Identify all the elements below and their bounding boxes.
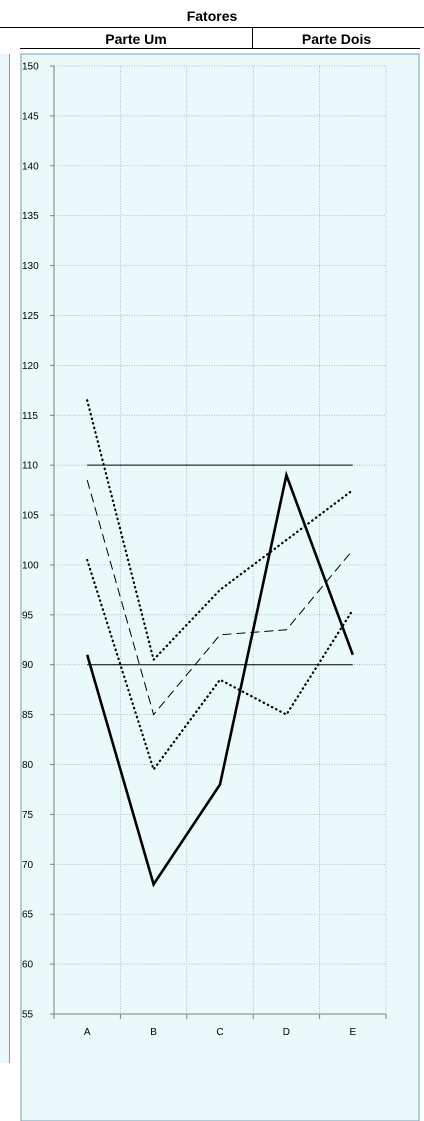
y-tick-label-60: 60 xyxy=(22,960,34,971)
y-tick-label-140: 140 xyxy=(22,161,39,172)
y-tick-label-90: 90 xyxy=(22,660,34,671)
part-divider xyxy=(252,28,253,48)
y-tick-label-150: 150 xyxy=(22,62,39,73)
x-tick-label-D: D xyxy=(283,1027,290,1038)
plot-background xyxy=(20,53,420,1121)
y-tick-label-70: 70 xyxy=(22,860,34,871)
x-tick-label-C: C xyxy=(216,1027,223,1038)
x-tick-label-A: A xyxy=(84,1027,91,1038)
y-tick-label-80: 80 xyxy=(22,760,34,771)
y-tick-label-95: 95 xyxy=(22,610,34,621)
left-panel-strip xyxy=(0,54,10,1063)
series-line-3 xyxy=(86,558,354,772)
part-two-header: Parte Dois xyxy=(301,31,372,47)
y-tick-label-125: 125 xyxy=(22,311,39,322)
y-tick-label-105: 105 xyxy=(22,511,39,522)
title-underline xyxy=(0,27,424,28)
series-line-4 xyxy=(85,470,355,888)
y-tick-label-135: 135 xyxy=(22,211,39,222)
y-tick-label-130: 130 xyxy=(22,261,39,272)
series-line-2 xyxy=(86,479,354,716)
header-underline xyxy=(20,48,420,49)
y-tick-label-55: 55 xyxy=(22,1010,34,1021)
y-tick-label-120: 120 xyxy=(22,361,39,372)
y-tick-label-110: 110 xyxy=(22,461,38,472)
y-tick-label-100: 100 xyxy=(22,560,39,571)
series-line-1 xyxy=(86,399,354,662)
y-tick-label-115: 115 xyxy=(22,411,38,422)
chart-title: Fatores xyxy=(186,8,238,24)
part-one-header: Parte Um xyxy=(105,31,167,47)
x-tick-label-B: B xyxy=(150,1027,157,1038)
y-tick-label-75: 75 xyxy=(22,810,34,821)
x-tick-label-E: E xyxy=(349,1027,356,1038)
y-tick-label-145: 145 xyxy=(22,111,39,122)
y-tick-label-65: 65 xyxy=(22,910,34,921)
y-tick-label-85: 85 xyxy=(22,710,34,721)
